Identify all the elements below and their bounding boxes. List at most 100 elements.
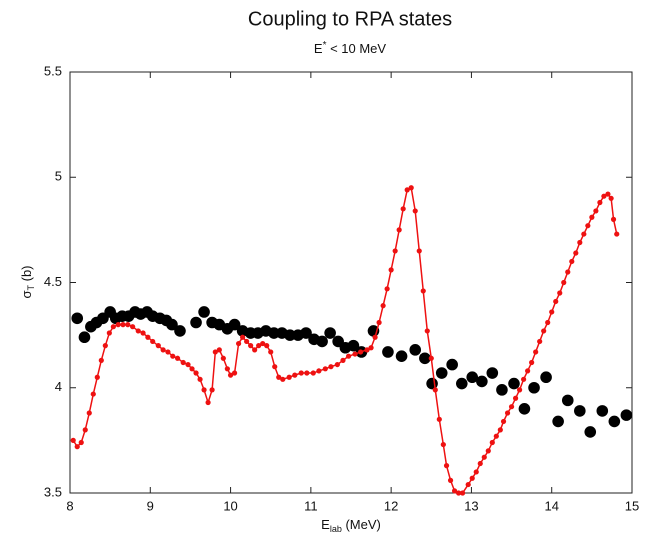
- data-point: [420, 288, 426, 294]
- data-point: [485, 448, 491, 454]
- data-point: [256, 343, 262, 349]
- data-point: [115, 322, 121, 328]
- data-point: [489, 439, 495, 446]
- data-point: [372, 334, 378, 340]
- data-point: [557, 290, 563, 296]
- data-point: [300, 327, 312, 339]
- data-point: [340, 357, 346, 363]
- data-point: [316, 335, 328, 348]
- data-point: [260, 340, 266, 347]
- plot-frame: [69, 71, 633, 494]
- x-tick-label: 9: [147, 498, 154, 513]
- data-point: [145, 334, 151, 340]
- data-point: [533, 349, 539, 355]
- data-point: [565, 269, 571, 275]
- data-point: [368, 345, 374, 351]
- data-point: [508, 377, 520, 390]
- data-point: [455, 490, 462, 496]
- x-tick-label: 11: [304, 498, 318, 513]
- data-point: [493, 433, 499, 439]
- data-point: [517, 387, 523, 393]
- data-point: [280, 376, 286, 382]
- y-tick-label: 5.5: [44, 63, 62, 78]
- data-point: [347, 339, 360, 352]
- data-point: [205, 399, 211, 406]
- chart-title: Coupling to RPA states: [248, 8, 452, 30]
- data-point: [345, 353, 352, 359]
- data-point: [160, 347, 166, 353]
- data-point: [189, 366, 195, 372]
- data-point: [610, 216, 617, 222]
- y-tick-label: 4.5: [44, 274, 62, 289]
- data-point: [78, 331, 91, 344]
- data-point: [264, 343, 270, 349]
- data-point: [541, 328, 547, 334]
- data-point: [120, 322, 126, 328]
- data-point: [94, 374, 100, 380]
- data-point: [74, 444, 80, 450]
- data-point: [525, 368, 531, 374]
- data-point: [252, 347, 258, 353]
- data-point: [268, 327, 280, 339]
- x-tick-label: 14: [544, 498, 558, 513]
- data-point: [170, 353, 176, 359]
- data-point: [400, 206, 406, 212]
- xlabel-symbol: E: [321, 517, 330, 532]
- data-point: [201, 387, 207, 393]
- data-point: [316, 368, 322, 374]
- data-point: [102, 343, 108, 349]
- y-axis-label: σT (b): [19, 265, 36, 298]
- data-point: [268, 349, 274, 355]
- data-point: [364, 347, 370, 353]
- data-point: [412, 208, 418, 214]
- x-axis-label: Elab (MeV): [321, 517, 381, 534]
- data-point: [481, 454, 487, 460]
- data-point: [286, 374, 292, 380]
- data-point: [135, 328, 141, 334]
- data-point: [216, 347, 222, 353]
- data-point: [358, 349, 364, 355]
- data-point: [190, 316, 202, 329]
- data-point: [150, 338, 156, 345]
- data-point: [130, 324, 136, 330]
- x-tick-label: 10: [223, 498, 237, 513]
- data-point: [614, 231, 620, 237]
- data-point: [155, 343, 161, 349]
- x-tick-label: 13: [464, 498, 478, 513]
- data-point: [504, 410, 511, 416]
- data-point: [298, 370, 304, 376]
- data-point: [432, 387, 438, 393]
- data-point: [569, 258, 575, 265]
- data-point: [593, 208, 599, 214]
- data-point: [228, 318, 241, 331]
- data-point: [608, 195, 614, 201]
- chart-subtitle: E* < 10 MeV: [314, 40, 387, 57]
- data-point: [446, 358, 458, 371]
- data-point: [328, 364, 334, 370]
- data-point: [209, 387, 215, 393]
- data-point: [596, 405, 609, 417]
- data-point: [224, 366, 230, 372]
- data-point: [409, 344, 422, 356]
- data-point: [193, 370, 199, 376]
- data-point: [521, 376, 527, 382]
- data-point: [198, 306, 210, 318]
- data-point: [240, 334, 246, 340]
- x-tick-label: 8: [66, 498, 73, 513]
- data-point: [166, 318, 178, 331]
- data-point: [98, 357, 104, 363]
- data-point: [376, 319, 382, 326]
- data-point: [165, 349, 171, 355]
- data-point: [447, 477, 454, 483]
- xlabel-subscript: lab: [330, 524, 342, 534]
- data-point: [581, 231, 587, 237]
- data-point: [404, 187, 410, 193]
- data-point: [78, 439, 84, 446]
- data-point: [392, 248, 398, 254]
- data-point: [70, 437, 76, 443]
- data-point: [380, 303, 386, 309]
- data-point: [540, 371, 552, 384]
- ylabel-unit: (b): [19, 265, 34, 285]
- data-point: [561, 394, 574, 407]
